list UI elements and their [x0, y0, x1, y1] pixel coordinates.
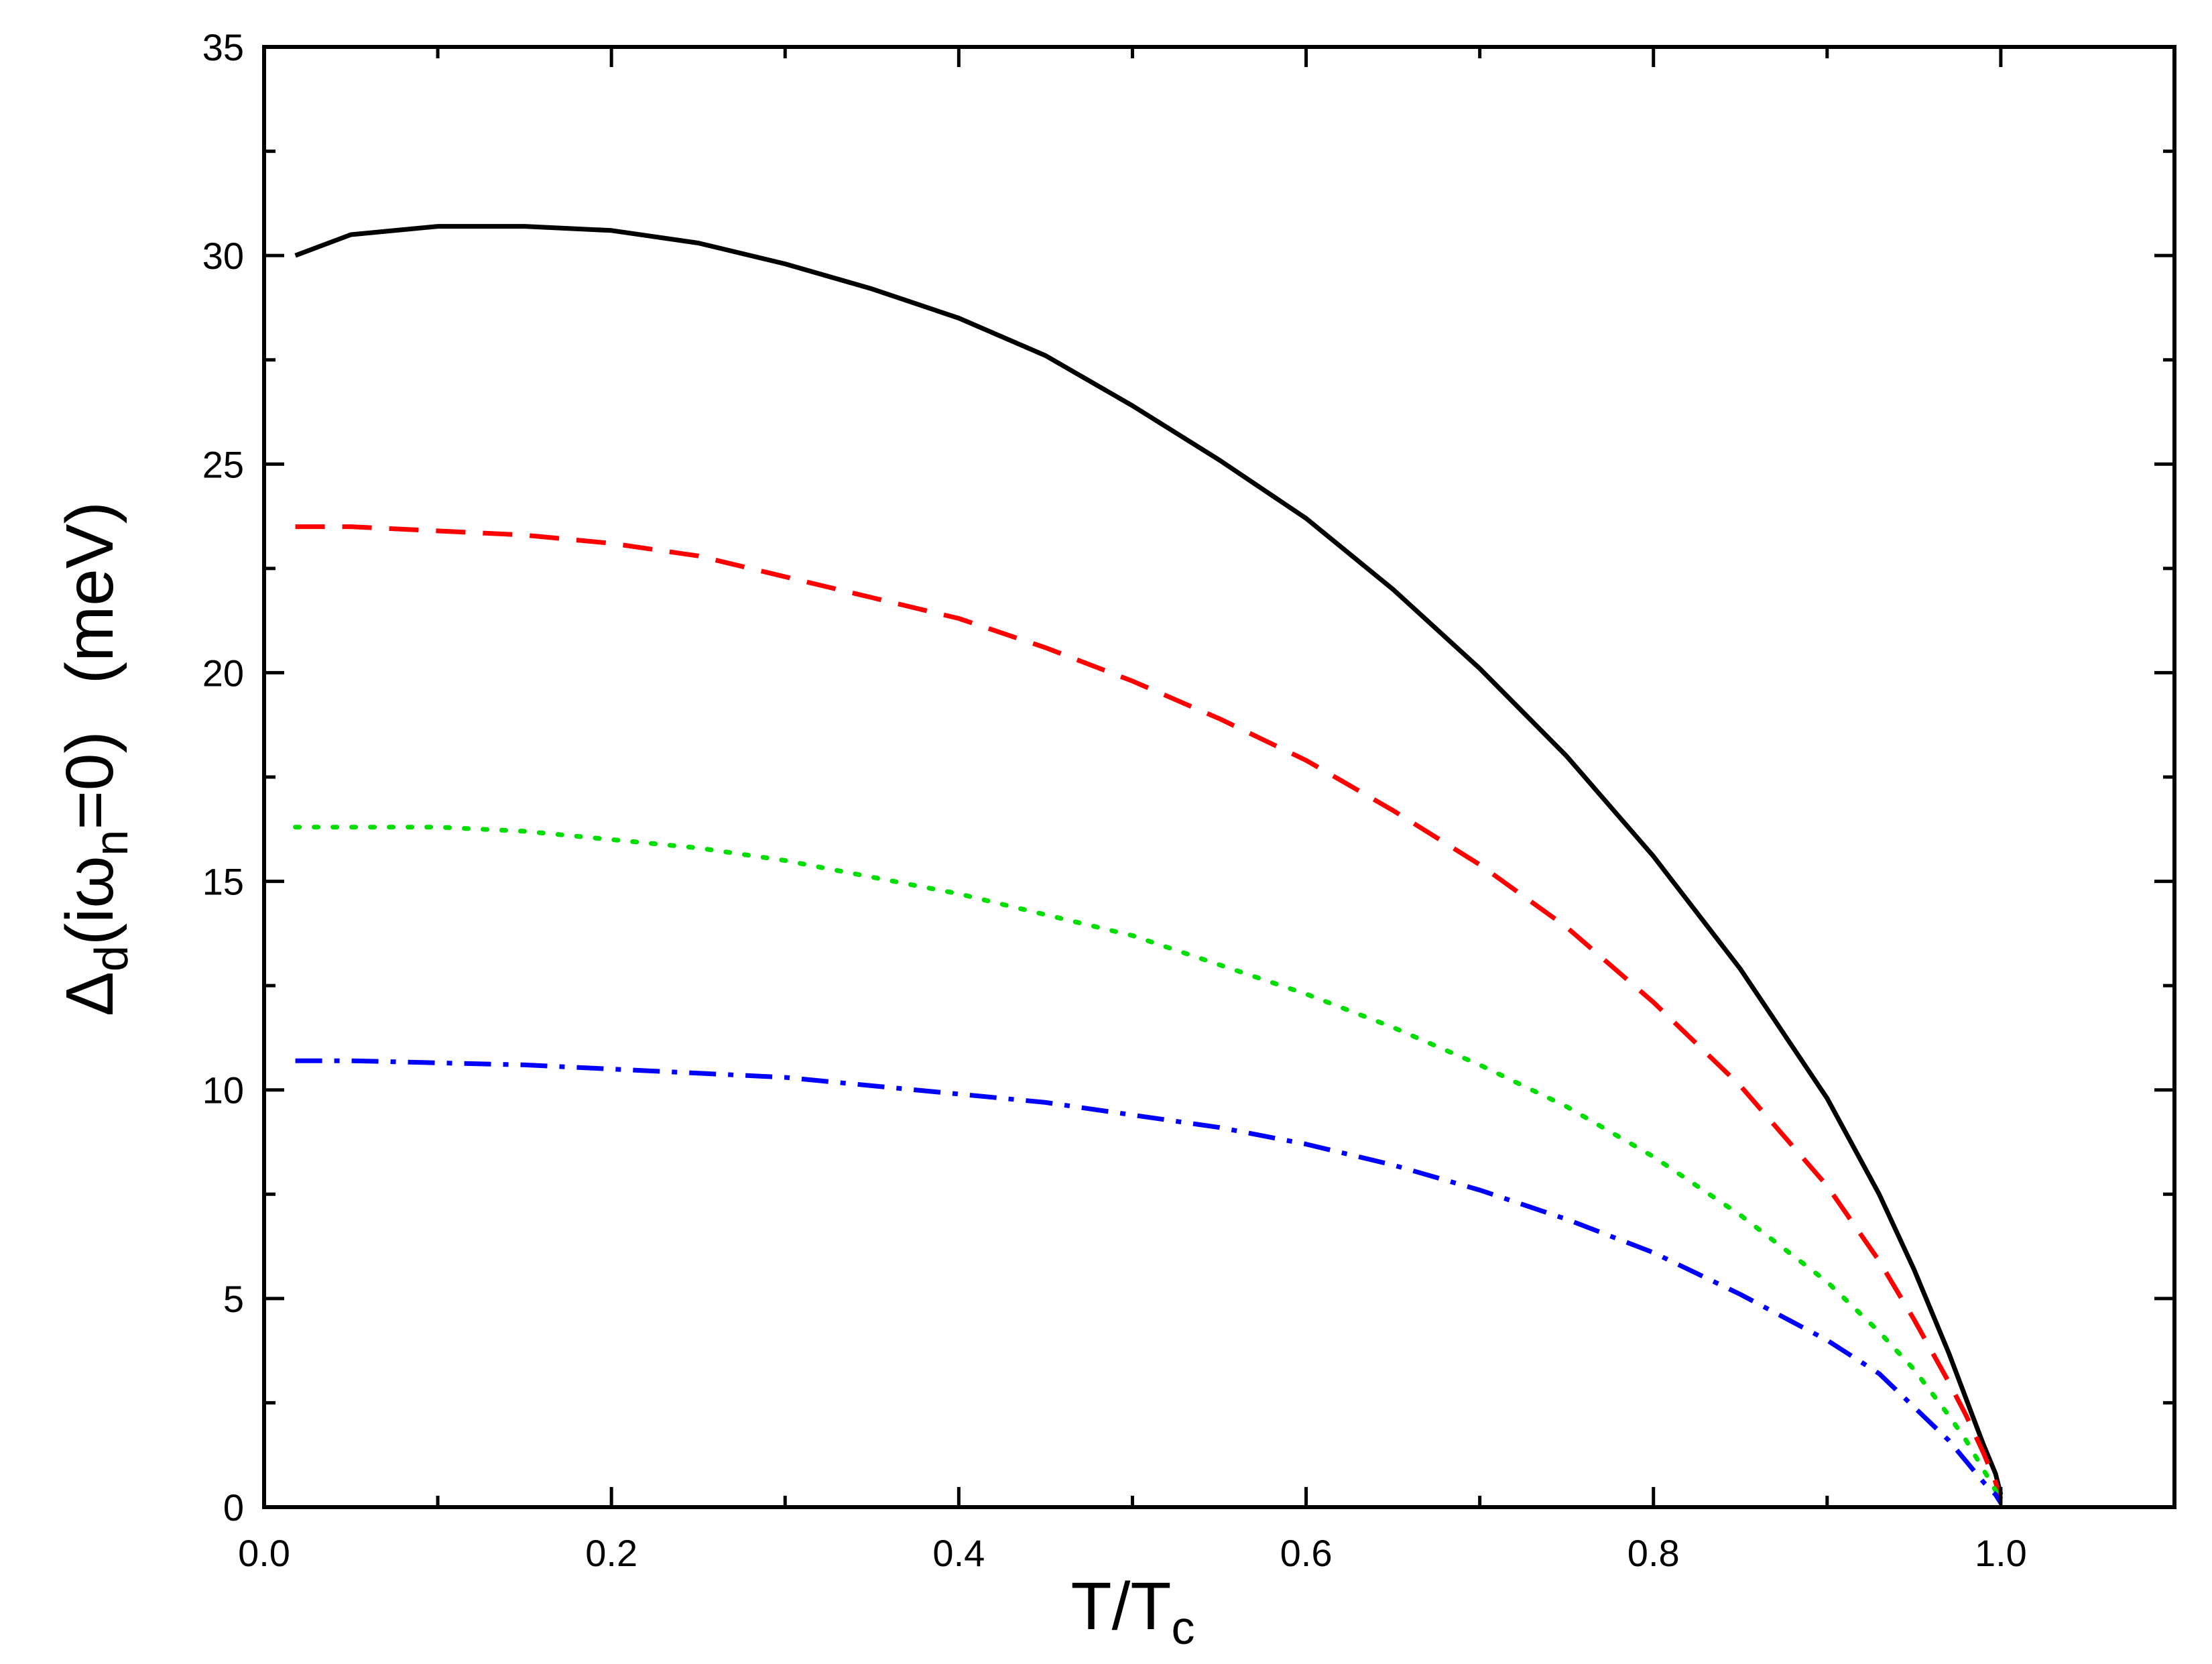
y-axis-title-unit: (meV) [52, 501, 127, 684]
y-axis-title-post: =0) [52, 731, 127, 829]
y-axis-title: Δd(iωn=0) (meV) [52, 501, 137, 1016]
x-axis-title-sub: c [1171, 1602, 1194, 1654]
y-tick-label: 30 [202, 235, 244, 277]
y-axis-title-sub-n: n [85, 830, 137, 856]
x-axis-title-main: T/T [1071, 1569, 1172, 1644]
x-tick-label: 0.2 [585, 1532, 637, 1574]
y-tick-label: 20 [202, 652, 244, 694]
series-line-3 [293, 825, 2004, 1506]
x-tick-label: 0.6 [1280, 1532, 1333, 1574]
series-line-1 [294, 224, 2004, 1496]
y-axis-title-delta: Δ [52, 971, 127, 1016]
x-tick-label: 0.4 [932, 1532, 985, 1574]
x-tick-label: 1.0 [1975, 1532, 2027, 1574]
y-tick-label: 10 [202, 1069, 244, 1112]
x-tick-label: 0.0 [238, 1532, 290, 1574]
x-tick-label: 0.8 [1627, 1532, 1680, 1574]
y-tick-label: 0 [223, 1486, 244, 1529]
plot-frame [262, 45, 2176, 1509]
series-line-4 [295, 1058, 2003, 1504]
series-line-2 [295, 524, 2004, 1500]
y-tick-label: 25 [202, 443, 244, 485]
tick-layer: 0.0 0.2 0.4 0.6 0.8 1.0 0 5 10 15 20 25 30 35 [202, 26, 2176, 1574]
series-layer [293, 224, 2004, 1506]
y-axis-title-sub-d: d [85, 945, 137, 971]
y-axis-title-mid: (iω [52, 856, 127, 946]
y-tick-label: 35 [202, 26, 244, 68]
y-tick-label: 5 [223, 1278, 244, 1320]
y-tick-label: 15 [202, 861, 244, 903]
x-axis-title: T/Tc [1071, 1569, 1195, 1654]
